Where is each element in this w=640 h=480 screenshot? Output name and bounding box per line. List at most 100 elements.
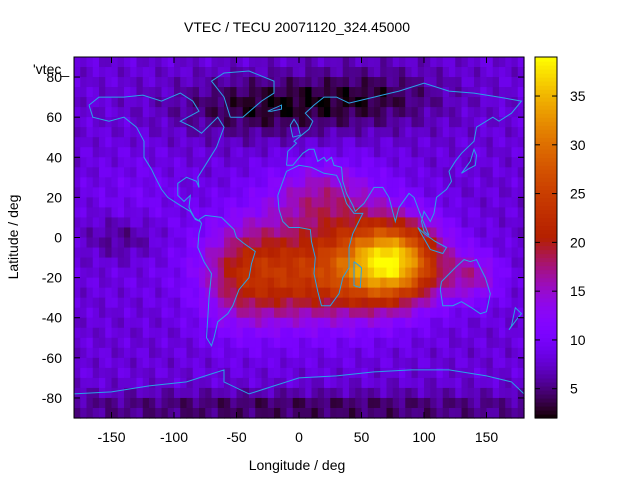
heatmap-cell bbox=[261, 277, 269, 289]
colorbar-segment bbox=[535, 209, 557, 215]
heatmap-cell bbox=[461, 157, 469, 168]
heatmap-cell bbox=[180, 367, 188, 379]
heatmap-cell bbox=[305, 157, 313, 168]
heatmap-cell bbox=[405, 97, 413, 108]
heatmap-cell bbox=[155, 187, 163, 198]
heatmap-cell bbox=[292, 167, 300, 178]
heatmap-cell bbox=[211, 247, 219, 259]
heatmap-cell bbox=[480, 407, 488, 419]
heatmap-cell bbox=[255, 237, 263, 249]
heatmap-cell bbox=[249, 137, 256, 148]
heatmap-cell bbox=[217, 257, 225, 269]
heatmap-cell bbox=[105, 157, 113, 168]
heatmap-cell bbox=[205, 137, 213, 148]
heatmap-cell bbox=[505, 67, 513, 78]
heatmap-cell bbox=[99, 107, 106, 118]
heatmap-cell bbox=[255, 227, 263, 239]
heatmap-cell bbox=[436, 357, 444, 369]
heatmap-cell bbox=[174, 297, 181, 309]
heatmap-cell bbox=[224, 397, 231, 409]
heatmap-cell bbox=[280, 387, 288, 399]
heatmap-cell bbox=[124, 67, 131, 78]
heatmap-cell bbox=[192, 187, 200, 198]
heatmap-cell bbox=[461, 117, 469, 128]
heatmap-cell bbox=[436, 307, 444, 319]
heatmap-cell bbox=[205, 237, 213, 249]
heatmap-cell bbox=[505, 357, 513, 369]
heatmap-cell bbox=[367, 407, 375, 419]
heatmap-cell bbox=[142, 257, 150, 269]
heatmap-cell bbox=[149, 277, 156, 289]
heatmap-cell bbox=[80, 87, 88, 98]
heatmap-cell bbox=[255, 267, 263, 279]
heatmap-cell bbox=[492, 397, 500, 409]
heatmap-cell bbox=[499, 77, 506, 88]
heatmap-cell bbox=[174, 257, 181, 269]
heatmap-cell bbox=[417, 97, 425, 108]
heatmap-cell bbox=[292, 317, 300, 329]
heatmap-cell bbox=[442, 287, 450, 299]
colorbar-segment bbox=[535, 65, 557, 70]
heatmap-cell bbox=[292, 387, 300, 399]
heatmap-cell bbox=[336, 407, 344, 419]
heatmap-cell bbox=[167, 97, 175, 108]
heatmap-cell bbox=[299, 87, 306, 98]
heatmap-cell bbox=[230, 77, 238, 88]
heatmap-cell bbox=[299, 337, 306, 349]
heatmap-cell bbox=[517, 137, 525, 148]
heatmap-cell bbox=[467, 287, 475, 299]
heatmap-cell bbox=[417, 287, 425, 299]
heatmap-cell bbox=[211, 307, 219, 319]
heatmap-cell bbox=[386, 177, 394, 188]
heatmap-cell bbox=[367, 197, 375, 209]
heatmap-cell bbox=[517, 297, 525, 309]
colorbar-segment bbox=[535, 385, 557, 391]
heatmap-cell bbox=[149, 207, 156, 219]
heatmap-cell bbox=[92, 67, 100, 78]
heatmap-cell bbox=[299, 237, 306, 249]
heatmap-cell bbox=[74, 227, 81, 239]
heatmap-cell bbox=[286, 257, 294, 269]
heatmap-cell bbox=[217, 77, 225, 88]
colorbar-segment bbox=[535, 333, 557, 339]
heatmap-cell bbox=[324, 327, 331, 339]
heatmap-cell bbox=[167, 227, 175, 239]
heatmap-cell bbox=[136, 297, 144, 309]
heatmap-cell bbox=[105, 397, 113, 409]
heatmap-cell bbox=[492, 117, 500, 128]
heatmap-cell bbox=[424, 257, 431, 269]
heatmap-cell bbox=[399, 147, 406, 158]
heatmap-cell bbox=[217, 317, 225, 329]
heatmap-cell bbox=[405, 87, 413, 98]
heatmap-cell bbox=[149, 337, 156, 349]
colorbar-segment bbox=[535, 317, 557, 323]
heatmap-cell bbox=[217, 377, 225, 389]
heatmap-cell bbox=[449, 257, 456, 269]
heatmap-cell bbox=[430, 107, 438, 118]
heatmap-cell bbox=[505, 97, 513, 108]
heatmap-cell bbox=[317, 67, 325, 78]
heatmap-cell bbox=[442, 347, 450, 359]
heatmap-cell bbox=[280, 117, 288, 128]
heatmap-cell bbox=[317, 347, 325, 359]
heatmap-cell bbox=[117, 247, 125, 259]
heatmap-cell bbox=[186, 177, 194, 188]
heatmap-cell bbox=[424, 307, 431, 319]
heatmap-cell bbox=[430, 257, 438, 269]
heatmap-cell bbox=[342, 107, 350, 118]
heatmap-cell bbox=[117, 107, 125, 118]
heatmap-cell bbox=[217, 337, 225, 349]
heatmap-cell bbox=[424, 107, 431, 118]
heatmap-cell bbox=[180, 87, 188, 98]
heatmap-cell bbox=[430, 77, 438, 88]
heatmap-cell bbox=[361, 167, 369, 178]
heatmap-cell bbox=[124, 287, 131, 299]
heatmap-cell bbox=[99, 97, 106, 108]
heatmap-cell bbox=[399, 277, 406, 289]
heatmap-cell bbox=[274, 237, 281, 249]
heatmap-cell bbox=[136, 247, 144, 259]
heatmap-cell bbox=[499, 197, 506, 209]
heatmap-cell bbox=[499, 117, 506, 128]
heatmap-cell bbox=[205, 97, 213, 108]
heatmap-cell bbox=[511, 137, 519, 148]
